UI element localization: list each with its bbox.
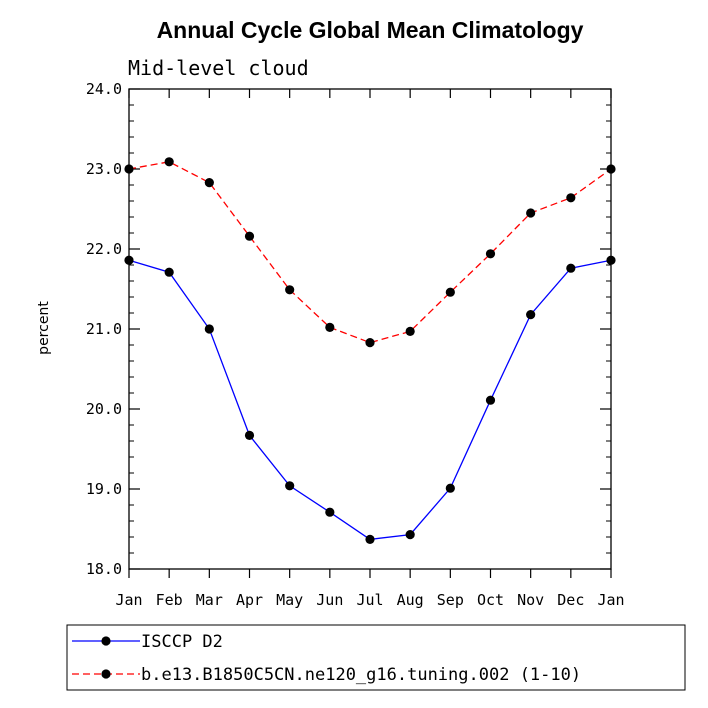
x-tick-label: Oct xyxy=(477,591,504,609)
data-point xyxy=(244,231,255,241)
x-tick-label: Jul xyxy=(356,591,383,609)
x-tick-label: Dec xyxy=(557,591,584,609)
y-axis-ticks: 18.0 19.0 20.0 21.0 22.0 23.0 24.0 xyxy=(86,80,611,578)
data-point xyxy=(606,255,616,265)
y-tick-label: 23.0 xyxy=(86,160,122,178)
data-point xyxy=(124,255,134,265)
series-line xyxy=(128,259,612,541)
chart-subtitle: Mid-level cloud xyxy=(128,56,309,80)
legend-marker xyxy=(101,669,111,679)
data-point xyxy=(244,430,255,440)
plot-frame xyxy=(128,88,612,570)
x-axis-ticks: Jan Feb Mar Apr May Jun Jul Aug Sep Oct Nov Dec Jan xyxy=(115,89,625,609)
series-1 xyxy=(124,255,616,545)
y-tick-label: 21.0 xyxy=(86,320,122,338)
data-point xyxy=(285,285,295,295)
data-point xyxy=(204,324,214,334)
data-point xyxy=(405,326,415,336)
y-tick-label: 18.0 xyxy=(86,560,122,578)
legend: ISCCP D2 b.e13.B1850C5CN.ne120_g16.tuning… xyxy=(72,632,581,685)
data-point xyxy=(485,249,496,259)
legend-label: b.e13.B1850C5CN.ne120_g16.tuning.002 (1-… xyxy=(141,665,581,685)
y-tick-label: 19.0 xyxy=(86,480,122,498)
x-tick-label: Aug xyxy=(397,591,424,609)
data-point xyxy=(365,534,375,545)
data-point xyxy=(164,157,174,167)
data-point xyxy=(285,481,295,491)
data-point xyxy=(445,483,455,493)
data-point xyxy=(526,310,536,320)
x-tick-label: Jan xyxy=(597,591,624,609)
data-point xyxy=(485,395,496,405)
y-tick-label: 20.0 xyxy=(86,400,122,418)
data-point xyxy=(526,208,536,218)
data-point xyxy=(606,164,616,174)
series-2 xyxy=(124,157,616,348)
legend-marker xyxy=(101,636,111,646)
x-tick-label: Apr xyxy=(236,591,263,609)
data-point xyxy=(566,193,576,203)
series-line xyxy=(128,161,612,344)
x-tick-label: Sep xyxy=(437,591,464,609)
x-tick-label: Jan xyxy=(115,591,142,609)
data-point xyxy=(405,530,415,540)
data-point xyxy=(164,267,174,277)
chart-title: Annual Cycle Global Mean Climatology xyxy=(157,17,584,43)
x-tick-label: Nov xyxy=(517,591,544,609)
legend-box xyxy=(66,624,686,691)
y-tick-label: 22.0 xyxy=(86,240,122,258)
data-point xyxy=(204,178,214,188)
x-tick-label: Mar xyxy=(196,591,223,609)
y-axis-label: percent xyxy=(36,301,52,355)
data-point xyxy=(325,507,335,517)
data-point xyxy=(445,287,455,297)
data-point xyxy=(365,338,375,348)
series-layer xyxy=(124,157,616,545)
y-tick-label: 24.0 xyxy=(86,80,122,98)
data-point xyxy=(325,322,335,332)
x-tick-label: Jun xyxy=(316,591,343,609)
data-point xyxy=(124,164,134,174)
x-tick-label: May xyxy=(276,591,303,609)
x-tick-label: Feb xyxy=(156,591,183,609)
data-point xyxy=(566,263,576,273)
legend-label: ISCCP D2 xyxy=(141,632,223,652)
